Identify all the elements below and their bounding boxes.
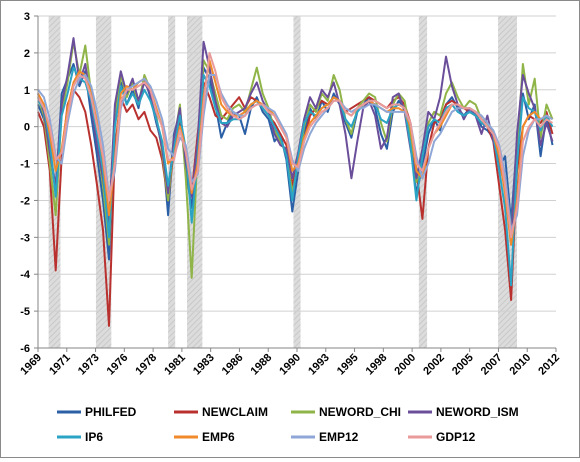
y-tick-label: -6 [20,343,30,355]
x-tick-label: 2012 [536,352,562,378]
legend-label: NEWORD_ISM [436,405,519,419]
x-tick-label: 2002 [421,352,447,378]
y-tick-label: 3 [24,11,30,23]
legend-label: IP6 [85,430,103,444]
x-tick-label: 2010 [508,352,534,378]
x-tick-label: 2005 [450,352,476,378]
series-line-gdp12 [37,51,554,239]
legend-label: GDP12 [436,430,476,444]
y-tick-label: 0 [24,122,30,134]
x-tick-labels: 1969 1971 1973 1976 1978 1981 1983 1986 1988 1990… [18,352,562,378]
y-tick-label: 2 [24,48,30,60]
legend-label: EMP12 [319,430,359,444]
recession-band [168,16,176,348]
y-tick-label: -5 [20,306,30,318]
x-tick-label: 1969 [18,352,44,378]
x-tick-label: 1983 [191,352,217,378]
x-tick-label: 1998 [364,352,390,378]
x-tick-label: 1976 [105,352,131,378]
y-tick-label: -4 [20,269,31,281]
y-tick-label: -3 [20,232,30,244]
x-tick-label: 1995 [335,352,361,378]
recession-band [418,16,428,348]
series-lines [37,37,554,327]
x-tick-label: 1973 [76,352,102,378]
x-tick-label: 1990 [277,352,303,378]
x-tick-label: 1971 [47,352,73,378]
legend-label: NEWCLAIM [202,405,268,419]
legend-label: PHILFED [85,405,137,419]
x-tick-label: 2000 [392,352,418,378]
legend-label: NEWORD_CHI [319,405,401,419]
axes [34,15,557,352]
x-tick-label: 2007 [479,352,505,378]
legend: PHILFED NEWCLAIM NEWORD_CHI NEWORD_ISM IP6 EM… [57,405,519,444]
x-tick-label: 1981 [162,352,188,378]
recession-shading [48,16,517,348]
y-tick-label: -2 [20,195,30,207]
x-tick-label: 1986 [220,352,246,378]
x-tick-label: 1993 [306,352,332,378]
y-tick-label: -1 [20,159,30,171]
x-tick-label: 1988 [249,352,275,378]
legend-label: EMP6 [202,430,235,444]
y-tick-labels: 3 2 1 0 -1 -2 -3 -4 -5 -6 [20,11,31,355]
x-tick-label: 1978 [133,352,159,378]
y-tick-label: 1 [24,85,30,97]
